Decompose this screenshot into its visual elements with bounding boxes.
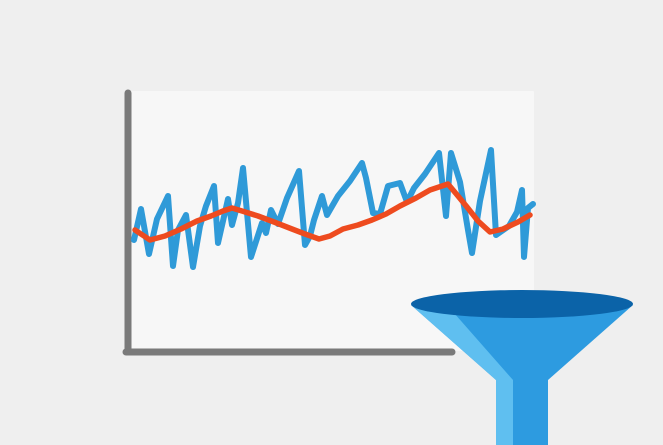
chart-panel [130,91,534,351]
funnel-opening [411,290,633,318]
funnel-left-shade [411,305,513,445]
raw-signal-line [131,147,536,270]
smoothed-signal-line [132,181,533,243]
funnel-icon [411,290,633,445]
